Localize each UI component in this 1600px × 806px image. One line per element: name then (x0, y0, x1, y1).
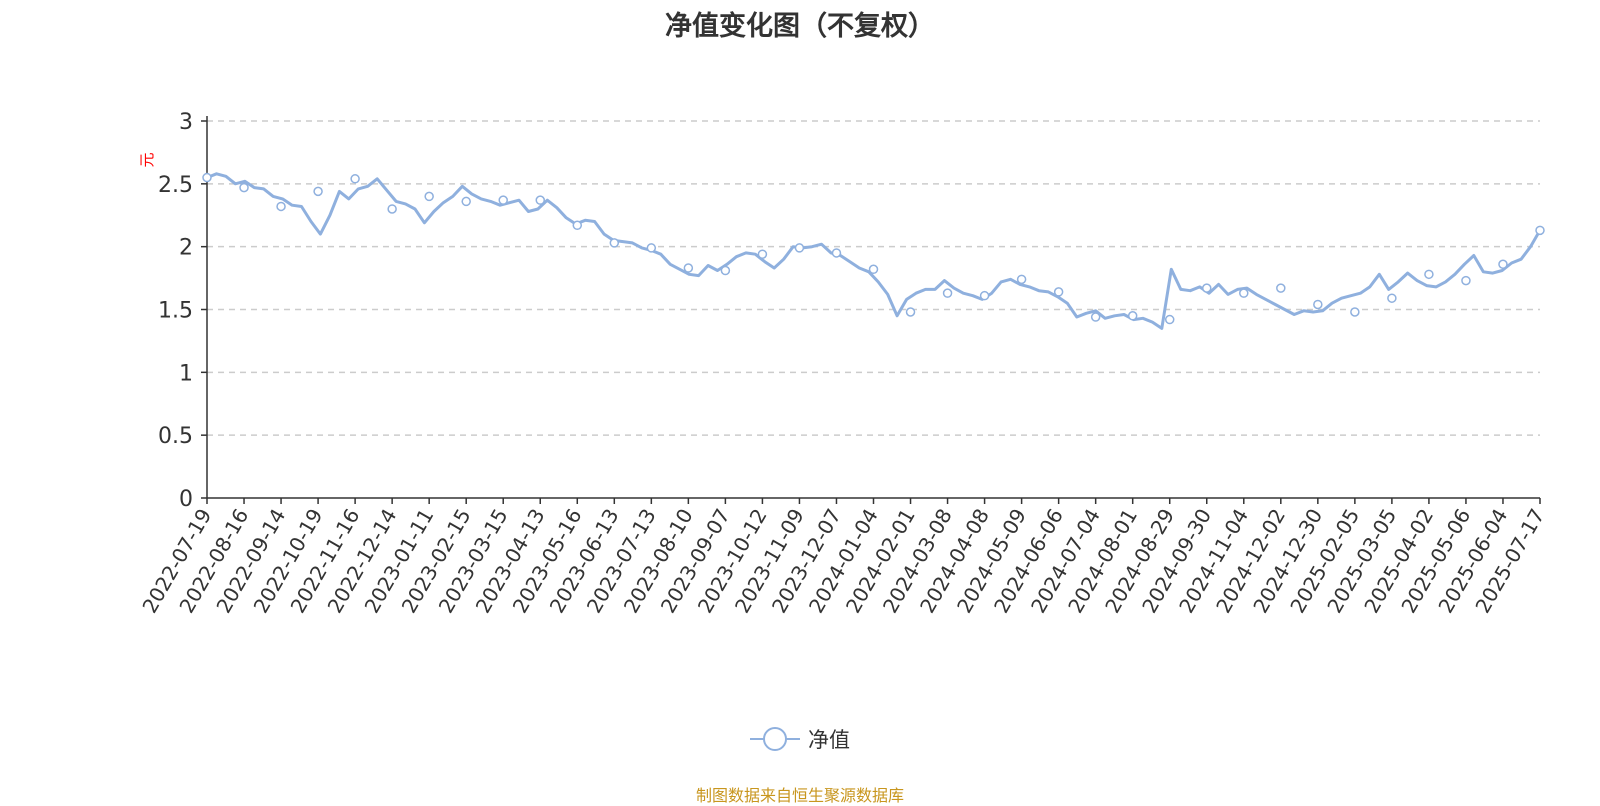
series-line (206, 172, 1542, 330)
data-point (757, 249, 768, 259)
data-point (1313, 299, 1323, 310)
data-point (535, 195, 545, 205)
data-point (1535, 225, 1545, 236)
data-point (1498, 259, 1508, 270)
y-tick-label: 1.5 (158, 299, 193, 324)
source-note: 制图数据来自恒生聚源数据库 (695, 786, 904, 805)
legend[interactable]: 净值 (750, 724, 850, 754)
data-point (683, 263, 694, 273)
data-point (202, 172, 212, 183)
data-point (1239, 288, 1249, 298)
data-point (239, 182, 249, 193)
data-point (1016, 274, 1027, 285)
data-point (1202, 283, 1212, 293)
data-point (498, 195, 508, 205)
y-axis-unit-label: 元 (138, 152, 156, 167)
data-point (424, 191, 434, 202)
chart-title: 净值变化图（不复权） (665, 11, 935, 42)
y-tick-labels: 0 0.5 1 1.5 2 2.5 3 (158, 110, 193, 512)
data-point (794, 243, 805, 253)
data-point (1461, 275, 1471, 286)
data-point (276, 201, 286, 212)
y-tick-label: 2 (179, 236, 193, 261)
data-point (868, 264, 879, 275)
data-point (1164, 314, 1175, 325)
y-tick-label: 2.5 (158, 173, 193, 198)
data-point (350, 174, 360, 184)
data-point (1424, 269, 1434, 280)
y-tick-label: 1 (179, 361, 193, 386)
data-point (979, 290, 990, 301)
data-point (942, 288, 953, 298)
data-point (831, 248, 842, 258)
data-point (646, 243, 657, 253)
legend-line-circle-icon (750, 727, 800, 751)
data-point (609, 238, 620, 248)
data-point (905, 307, 916, 317)
data-point (720, 265, 731, 276)
y-tick-label: 0 (179, 487, 193, 512)
data-point (1387, 293, 1397, 303)
data-point (1090, 312, 1101, 322)
x-tick-labels: 2022-07-192022-08-162022-09-142022-10-19… (137, 504, 1549, 617)
legend-label: 净值 (808, 728, 850, 752)
data-point (387, 204, 397, 214)
data-point (1350, 307, 1360, 317)
grid-lines (207, 120, 1540, 436)
data-point (1127, 311, 1138, 321)
data-point (572, 220, 583, 231)
data-point (1053, 287, 1064, 297)
data-point (461, 196, 471, 207)
y-tick-label: 3 (179, 110, 193, 135)
data-point (313, 186, 323, 197)
series-layer (202, 172, 1545, 330)
data-point (1276, 283, 1286, 293)
y-tick-label: 0.5 (158, 424, 193, 449)
